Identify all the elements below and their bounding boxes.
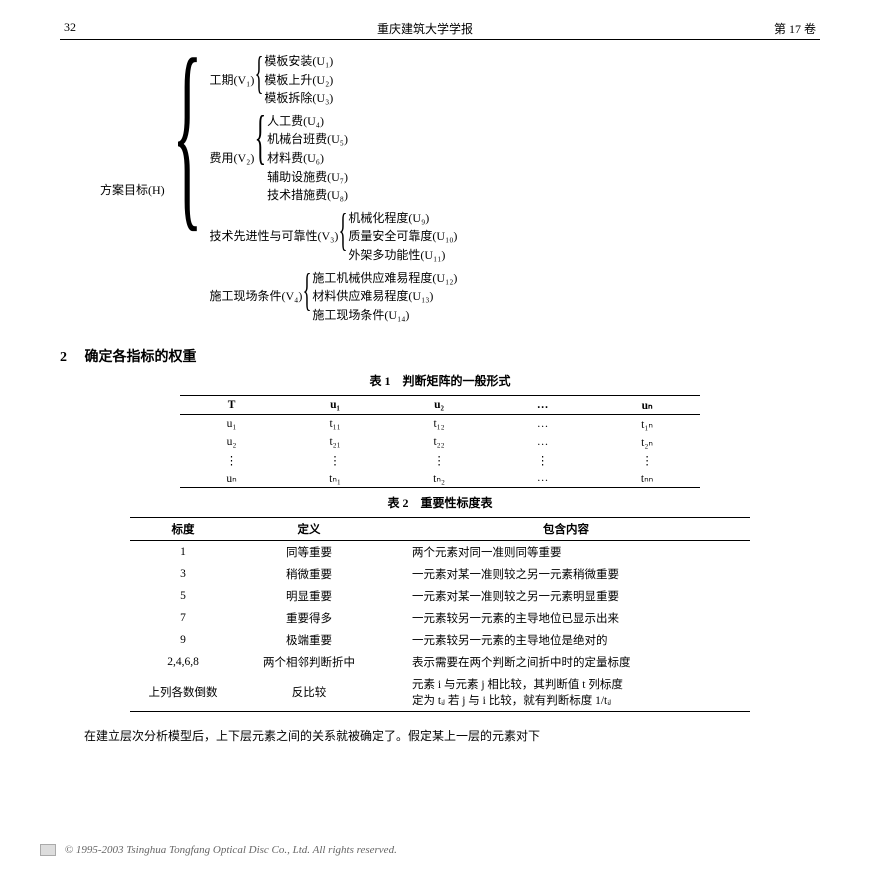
table-cell: 明显重要 — [236, 585, 382, 607]
table-cell: 两个元素对同一准则同等重要 — [382, 541, 750, 564]
hierarchy-item: 模板上升(U₂) — [264, 71, 333, 90]
hierarchy-item: 材料费(U₆) — [267, 149, 348, 168]
hierarchy-item: 模板安装(U₁) — [264, 52, 333, 71]
hierarchy-item: 模板拆除(U₃) — [264, 89, 333, 108]
hierarchy-item: 材料供应难易程度(U₁₃) — [312, 287, 457, 306]
table-cell: 两个相邻判断折中 — [236, 651, 382, 673]
table-cell: 元素 i 与元素 j 相比较，其判断值 t 列标度 定为 tᵢⱼ 若 j 与 i… — [382, 673, 750, 712]
hierarchy-item: 机械化程度(U₉) — [348, 209, 457, 228]
brace-icon: { — [255, 52, 264, 93]
table-cell: t₁₂ — [387, 415, 491, 434]
table-cell: 反比较 — [236, 673, 382, 712]
hierarchy-group-label: 工期(V₁) — [209, 71, 254, 90]
table-cell: u₁ — [180, 415, 283, 434]
table-cell: 一元素对某一准则较之另一元素明显重要 — [382, 585, 750, 607]
table-cell: ⋮ — [180, 451, 283, 469]
hierarchy-item: 外架多功能性(U₁₁) — [348, 246, 457, 265]
table-cell: t₁₁ — [283, 415, 387, 434]
page: 32 重庆建筑大学学报 第 17 卷 方案目标(H) { 工期(V₁){模板安装… — [0, 0, 880, 860]
table-header-cell: u₂ — [387, 396, 491, 415]
table-cell: tₙ₂ — [387, 469, 491, 488]
table-cell: 重要得多 — [236, 607, 382, 629]
table-cell: uₙ — [180, 469, 283, 488]
table-header-cell: u₁ — [283, 396, 387, 415]
journal-title: 重庆建筑大学学报 — [377, 20, 473, 37]
table-cell: t₁ₙ — [594, 415, 700, 434]
section-title-text: 确定各指标的权重 — [85, 350, 197, 365]
table-cell: 一元素对某一准则较之另一元素稍微重要 — [382, 563, 750, 585]
table-cell: ⋮ — [491, 451, 594, 469]
table-header-cell: uₙ — [594, 396, 700, 415]
volume-label: 第 17 卷 — [774, 20, 816, 37]
table-cell: 同等重要 — [236, 541, 382, 564]
table-cell: 上列各数倒数 — [130, 673, 236, 712]
table-cell: tₙₙ — [594, 469, 700, 488]
hierarchy-group-label: 施工现场条件(V₄) — [209, 287, 302, 306]
table-cell: ⋮ — [594, 451, 700, 469]
brace-icon: { — [339, 209, 348, 250]
table-header-cell: 定义 — [236, 518, 382, 541]
brace-icon: { — [303, 269, 312, 310]
hierarchy-diagram: 方案目标(H) { 工期(V₁){模板安装(U₁)模板上升(U₂)模板拆除(U₃… — [100, 52, 820, 328]
hierarchy-item: 施工机械供应难易程度(U₁₂) — [312, 269, 457, 288]
section-number: 2 — [60, 350, 67, 365]
table-cell: 表示需要在两个判断之间折中时的定量标度 — [382, 651, 750, 673]
table-judgment-matrix: Tu₁u₂…uₙ u₁t₁₁t₁₂…t₁ₙu₂t₂₁t₂₂…t₂ₙ⋮⋮⋮⋮⋮uₙ… — [180, 395, 700, 488]
hierarchy-group-label: 费用(V₂) — [209, 149, 254, 168]
table-importance-scale: 标度定义包含内容 1同等重要两个元素对同一准则同等重要 3稍微重要一元素对某一准则… — [130, 517, 750, 712]
table-cell: … — [491, 469, 594, 488]
table-header-cell: 包含内容 — [382, 518, 750, 541]
table-cell: t₂₁ — [283, 433, 387, 451]
table-cell: 极端重要 — [236, 629, 382, 651]
hierarchy-item: 质量安全可靠度(U₁₀) — [348, 227, 457, 246]
table-cell: … — [491, 433, 594, 451]
table-cell: tₙ₁ — [283, 469, 387, 488]
table-cell: 一元素较另一元素的主导地位已显示出来 — [382, 607, 750, 629]
table-header-cell: T — [180, 396, 283, 415]
table-cell: t₂₂ — [387, 433, 491, 451]
table-cell: 一元素较另一元素的主导地位是绝对的 — [382, 629, 750, 651]
table-cell: 2,4,6,8 — [130, 651, 236, 673]
table-cell: 5 — [130, 585, 236, 607]
table2-caption: 表 2 重要性标度表 — [60, 494, 820, 511]
body-paragraph: 在建立层次分析模型后，上下层元素之间的关系就被确定了。假定某上一层的元素对下 — [60, 726, 820, 748]
doc-icon — [40, 844, 56, 856]
brace-icon: { — [172, 52, 202, 216]
table-cell: 9 — [130, 629, 236, 651]
copyright-text: © 1995-2003 Tsinghua Tongfang Optical Di… — [65, 844, 397, 856]
hierarchy-item: 人工费(U₄) — [267, 112, 348, 131]
table-header-cell: … — [491, 396, 594, 415]
page-footer: © 1995-2003 Tsinghua Tongfang Optical Di… — [40, 844, 397, 856]
table-cell: ⋮ — [283, 451, 387, 469]
table-cell: t₂ₙ — [594, 433, 700, 451]
table-cell: 7 — [130, 607, 236, 629]
table-header-cell: 标度 — [130, 518, 236, 541]
hierarchy-item: 技术措施费(U₈) — [267, 186, 348, 205]
table-cell: ⋮ — [387, 451, 491, 469]
table-cell: u₂ — [180, 433, 283, 451]
hierarchy-root: 方案目标(H) — [100, 181, 165, 200]
hierarchy-group-label: 技术先进性与可靠性(V₃) — [209, 227, 338, 246]
section-heading: 2 确定各指标的权重 — [60, 346, 820, 366]
hierarchy-item: 机械台班费(U₅) — [267, 130, 348, 149]
brace-icon: { — [255, 112, 267, 163]
table-cell: 稍微重要 — [236, 563, 382, 585]
table-cell: 1 — [130, 541, 236, 564]
hierarchy-item: 施工现场条件(U₁₄) — [312, 306, 457, 325]
table-cell: 3 — [130, 563, 236, 585]
table-cell: … — [491, 415, 594, 434]
table1-caption: 表 1 判断矩阵的一般形式 — [60, 372, 820, 389]
hierarchy-item: 辅助设施费(U₇) — [267, 168, 348, 187]
page-number: 32 — [64, 20, 76, 37]
